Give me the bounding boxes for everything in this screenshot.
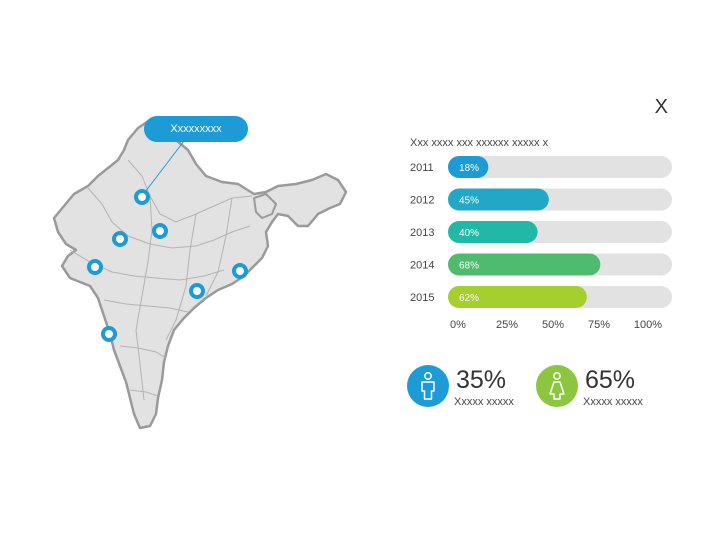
bar-track bbox=[448, 156, 672, 178]
callout-leader-line bbox=[141, 140, 185, 197]
location-marker[interactable] bbox=[101, 326, 117, 342]
bar-value-label: 18% bbox=[459, 163, 479, 174]
category-label: 2014 bbox=[410, 260, 434, 272]
category-label: 2011 bbox=[410, 162, 434, 174]
location-marker[interactable] bbox=[87, 259, 103, 275]
bar bbox=[448, 286, 587, 308]
bar bbox=[448, 156, 489, 178]
category-label: 2012 bbox=[410, 195, 434, 207]
x-tick-label: 50% bbox=[542, 319, 564, 331]
slide-title: X bbox=[654, 96, 668, 118]
male-person-icon bbox=[406, 364, 450, 408]
bar-value-label: 45% bbox=[459, 196, 479, 207]
x-tick-label: 75% bbox=[588, 319, 610, 331]
stat-male-label: Xxxxx xxxxx bbox=[454, 396, 514, 408]
x-tick-label: 25% bbox=[496, 319, 518, 331]
bar-value-label: 40% bbox=[459, 228, 479, 239]
location-marker[interactable] bbox=[232, 263, 248, 279]
bar bbox=[448, 221, 538, 243]
location-markers bbox=[87, 189, 248, 342]
bar-value-label: 68% bbox=[459, 261, 479, 272]
bar-value-label: 62% bbox=[459, 293, 479, 304]
chart-title: Xxx xxxx xxx xxxxxx xxxxx x bbox=[410, 137, 549, 149]
location-marker[interactable] bbox=[189, 283, 205, 299]
female-person-icon bbox=[535, 364, 579, 408]
bar bbox=[448, 188, 549, 211]
bar bbox=[448, 253, 601, 276]
location-marker[interactable] bbox=[152, 223, 168, 239]
location-marker[interactable] bbox=[134, 189, 150, 205]
location-marker[interactable] bbox=[112, 231, 128, 247]
x-tick-label: 100% bbox=[634, 319, 662, 331]
map-callout-label: Xxxxxxxxx bbox=[144, 116, 248, 142]
stat-female-label: Xxxxx xxxxx bbox=[583, 396, 643, 408]
x-tick-label: 0% bbox=[450, 319, 466, 331]
stat-male-value: 35% bbox=[456, 366, 507, 394]
india-map-outline bbox=[52, 116, 348, 430]
category-label: 2015 bbox=[410, 292, 434, 304]
northeast-region-outline bbox=[253, 193, 277, 219]
category-label: 2013 bbox=[410, 227, 434, 239]
stat-female-value: 65% bbox=[585, 366, 636, 394]
